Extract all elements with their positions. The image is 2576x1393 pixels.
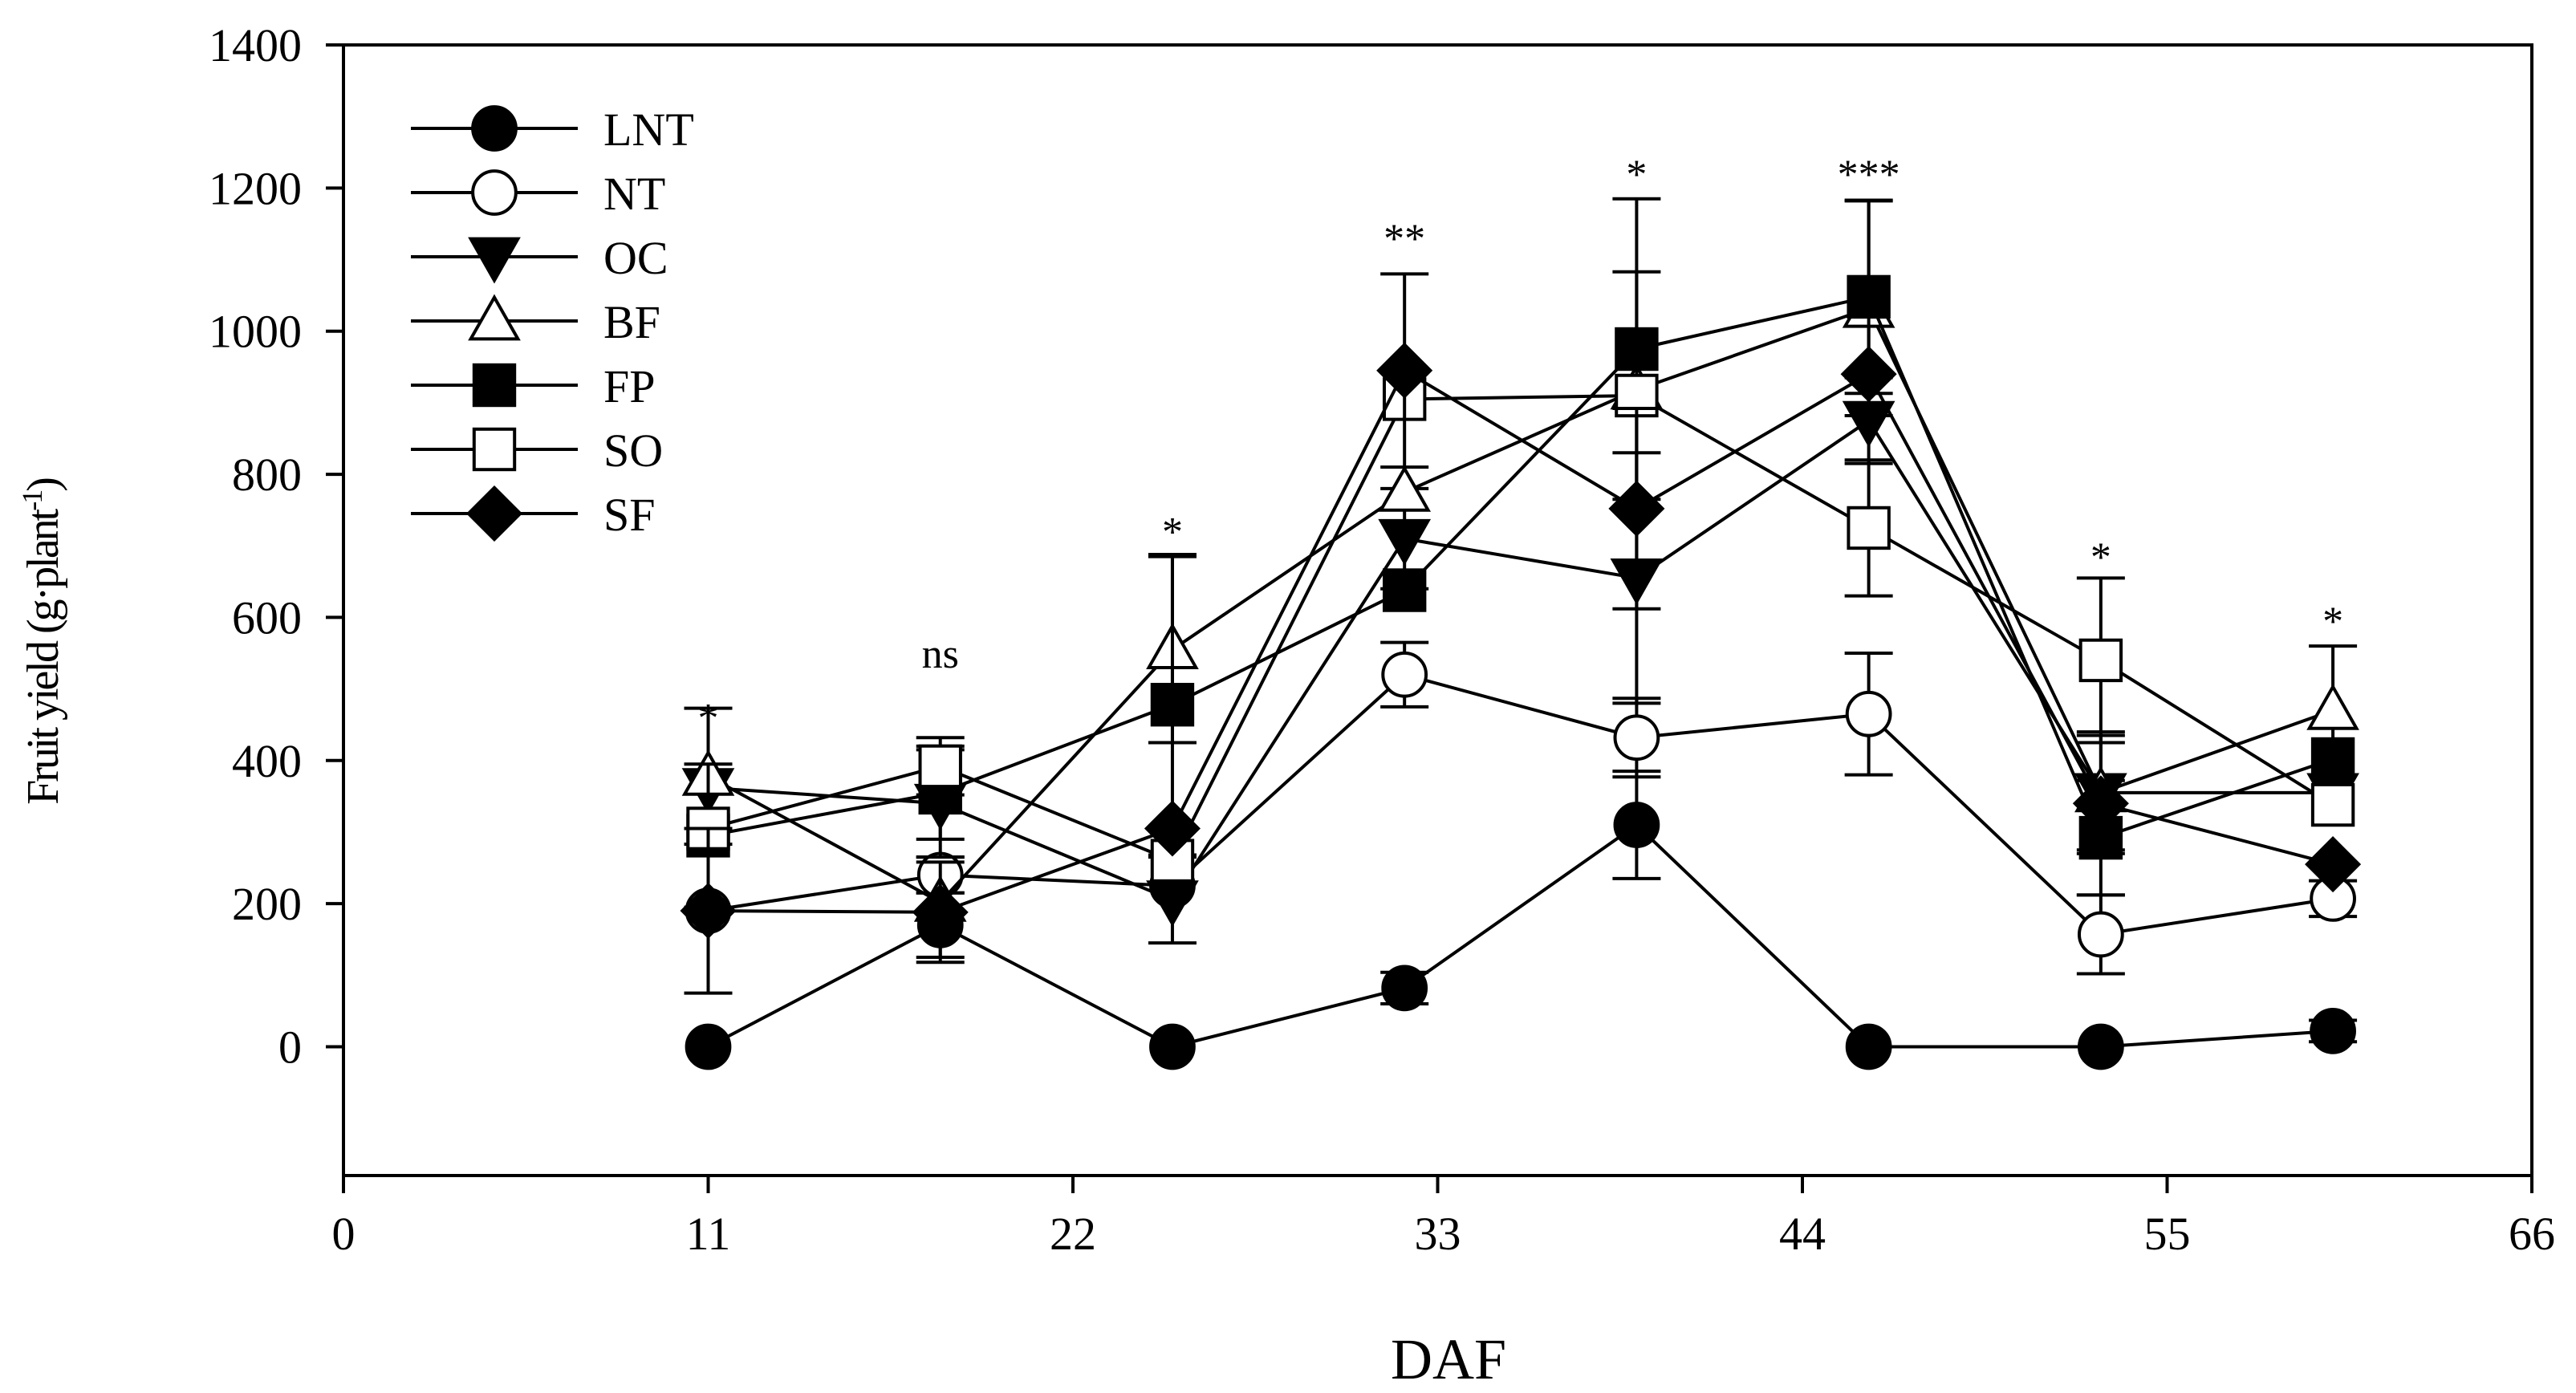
- significance-label: *: [2322, 599, 2343, 645]
- y-tick-label: 1400: [209, 19, 302, 71]
- x-tick-label: 44: [1779, 1208, 1826, 1260]
- series-line-sf: [708, 368, 2334, 914]
- data-point-lnt: [1845, 1023, 1892, 1070]
- significance-label: *: [1626, 152, 1647, 197]
- data-point-so: [918, 744, 962, 789]
- data-point-sf: [1144, 800, 1201, 857]
- legend-marker-oc: [468, 237, 521, 284]
- legend-label-sf: SF: [603, 489, 656, 541]
- data-point-sf: [2072, 775, 2129, 832]
- data-point-so: [2310, 782, 2355, 827]
- x-tick-label: 55: [2144, 1208, 2191, 1260]
- y-tick-label: 800: [232, 449, 302, 501]
- data-point-nt: [2077, 911, 2124, 958]
- data-point-lnt: [1149, 1023, 1196, 1070]
- legend-label-fp: FP: [603, 360, 656, 412]
- series-line-nt: [708, 672, 2334, 936]
- significance-label: **: [1383, 217, 1425, 262]
- series-line-fp: [708, 294, 2334, 840]
- legend-label-bf: BF: [603, 296, 660, 348]
- plot-frame: [342, 43, 2533, 1177]
- legend: LNT NT OC BF FP SO SF: [411, 104, 694, 542]
- legend-label-so: SO: [603, 424, 663, 477]
- legend-marker-sf: [465, 485, 523, 542]
- legend-item-oc: OC: [411, 232, 668, 284]
- data-point-sf: [912, 883, 969, 940]
- significance-label: ***: [1838, 152, 1900, 197]
- data-point-sf: [1608, 480, 1665, 537]
- y-tick-label: 0: [278, 1021, 302, 1073]
- series-sf: [680, 272, 2362, 995]
- data-point-lnt: [2310, 1007, 2356, 1054]
- y-tick-label: 400: [232, 735, 302, 787]
- significance-label: *: [2090, 534, 2111, 580]
- legend-label-nt: NT: [603, 168, 665, 220]
- y-axis-label-tail: ): [18, 478, 68, 492]
- data-point-lnt: [2077, 1023, 2124, 1070]
- data-point-so: [2078, 638, 2123, 683]
- legend-item-lnt: LNT: [411, 104, 694, 156]
- y-tick-label: 1200: [209, 162, 302, 214]
- data-point-so: [1847, 506, 1891, 550]
- legend-item-bf: BF: [411, 294, 660, 348]
- x-tick-label: 66: [2509, 1208, 2555, 1260]
- data-point-bf: [2306, 683, 2359, 730]
- data-point-lnt: [685, 1023, 732, 1070]
- data-point-fp: [1847, 274, 1891, 319]
- y-tick-label: 600: [232, 591, 302, 644]
- data-point-nt: [1613, 714, 1660, 761]
- annotation-layer: *ns**** *****: [698, 152, 2344, 741]
- significance-label: *: [698, 696, 719, 741]
- data-point-sf: [680, 883, 737, 940]
- x-tick-label: 22: [1050, 1208, 1096, 1260]
- x-tick-label: 33: [1415, 1208, 1461, 1260]
- x-axis-label: DAF: [1391, 1327, 1506, 1389]
- data-point-fp: [1150, 683, 1195, 727]
- series-layer: [680, 197, 2362, 1070]
- significance-label: ns: [922, 632, 959, 677]
- series-line-so: [707, 393, 2334, 863]
- data-point-bf: [1378, 465, 1432, 512]
- legend-item-nt: NT: [411, 168, 665, 220]
- data-point-lnt: [1613, 802, 1660, 848]
- y-axis-label-main: Fruit yield (g·plant: [18, 508, 68, 805]
- legend-item-so: SO: [411, 424, 663, 477]
- x-tick-label: 11: [686, 1208, 731, 1260]
- legend-marker-lnt: [471, 105, 518, 152]
- y-tick-label: 1000: [209, 306, 302, 358]
- significance-label: *: [1162, 510, 1183, 555]
- series-line-lnt: [707, 822, 2334, 1049]
- y-tick-label: 200: [232, 878, 302, 930]
- data-point-sf: [2305, 836, 2362, 893]
- series-lnt: [685, 770, 2358, 1070]
- data-point-fp: [2310, 737, 2355, 782]
- legend-item-sf: SF: [411, 485, 656, 542]
- data-point-nt: [1845, 690, 1892, 737]
- legend-item-fp: FP: [411, 360, 656, 412]
- axes-layer: 0 11 22 33 44 55 66 0 200 400 600 800 1000 1200 1400: [209, 19, 2555, 1260]
- data-point-oc: [1378, 518, 1432, 566]
- data-point-sf: [1376, 342, 1433, 399]
- legend-marker-bf: [468, 294, 521, 341]
- data-point-sf: [1840, 346, 1897, 403]
- data-point-oc: [1146, 880, 1199, 928]
- data-point-nt: [1381, 651, 1428, 698]
- y-axis-label: Fruit yield (g·plant-1): [16, 478, 68, 805]
- legend-label-lnt: LNT: [603, 104, 694, 156]
- legend-marker-fp: [472, 363, 517, 408]
- x-tick-label: 0: [332, 1208, 356, 1260]
- legend-marker-so: [472, 427, 517, 472]
- legend-marker-nt: [471, 169, 518, 216]
- data-point-fp: [1615, 327, 1659, 372]
- data-point-fp: [1382, 568, 1427, 612]
- legend-label-oc: OC: [603, 232, 668, 284]
- data-point-lnt: [1381, 965, 1428, 1012]
- y-axis-label-superscript: -1: [16, 491, 48, 511]
